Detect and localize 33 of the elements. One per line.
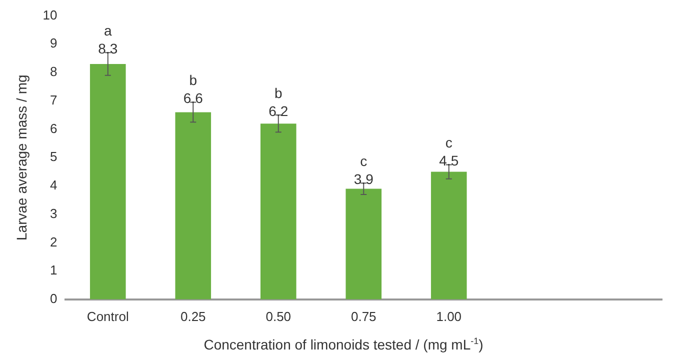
y-tick-label: 2 xyxy=(50,234,58,250)
bar xyxy=(90,64,126,300)
bar xyxy=(346,188,382,300)
annotation: c xyxy=(445,134,452,151)
y-tick-label: 7 xyxy=(50,92,58,108)
y-tick-label: 9 xyxy=(50,36,58,51)
x-tick-label: 0.75 xyxy=(350,308,376,324)
bar xyxy=(260,124,296,300)
bar xyxy=(175,112,212,300)
x-tick-label: 0.50 xyxy=(266,308,292,324)
data-label: 6.6 xyxy=(183,90,204,106)
y-tick-label: 6 xyxy=(50,120,58,136)
y-tick-label: 3 xyxy=(50,206,58,221)
y-tick-label: 1 xyxy=(50,262,58,278)
annotation: c xyxy=(360,152,368,169)
data-label: 6.2 xyxy=(268,102,288,119)
y-axis-title: Larvae average mass / mg xyxy=(13,74,30,240)
annotation: b xyxy=(189,72,198,88)
data-label: 8.3 xyxy=(98,40,118,57)
x-axis-title: Concentration of limonoids tested / (mg mL$^{-1}$) xyxy=(202,336,484,353)
x-tick-label: 1.00 xyxy=(436,308,462,324)
annotation: b xyxy=(274,84,282,101)
data-label: 4.5 xyxy=(439,152,459,169)
bar xyxy=(430,172,467,300)
y-tick-label: 0 xyxy=(50,290,58,306)
y-tick-label: 4 xyxy=(50,178,58,193)
y-tick-label: 5 xyxy=(50,149,58,164)
x-tick-label: 0.25 xyxy=(180,308,206,324)
y-tick-label: 8 xyxy=(50,64,58,80)
data-label: 3.9 xyxy=(354,170,374,187)
annotation: a xyxy=(104,22,112,39)
y-tick-label: 10 xyxy=(42,7,58,22)
x-tick-label: Control xyxy=(86,308,129,324)
